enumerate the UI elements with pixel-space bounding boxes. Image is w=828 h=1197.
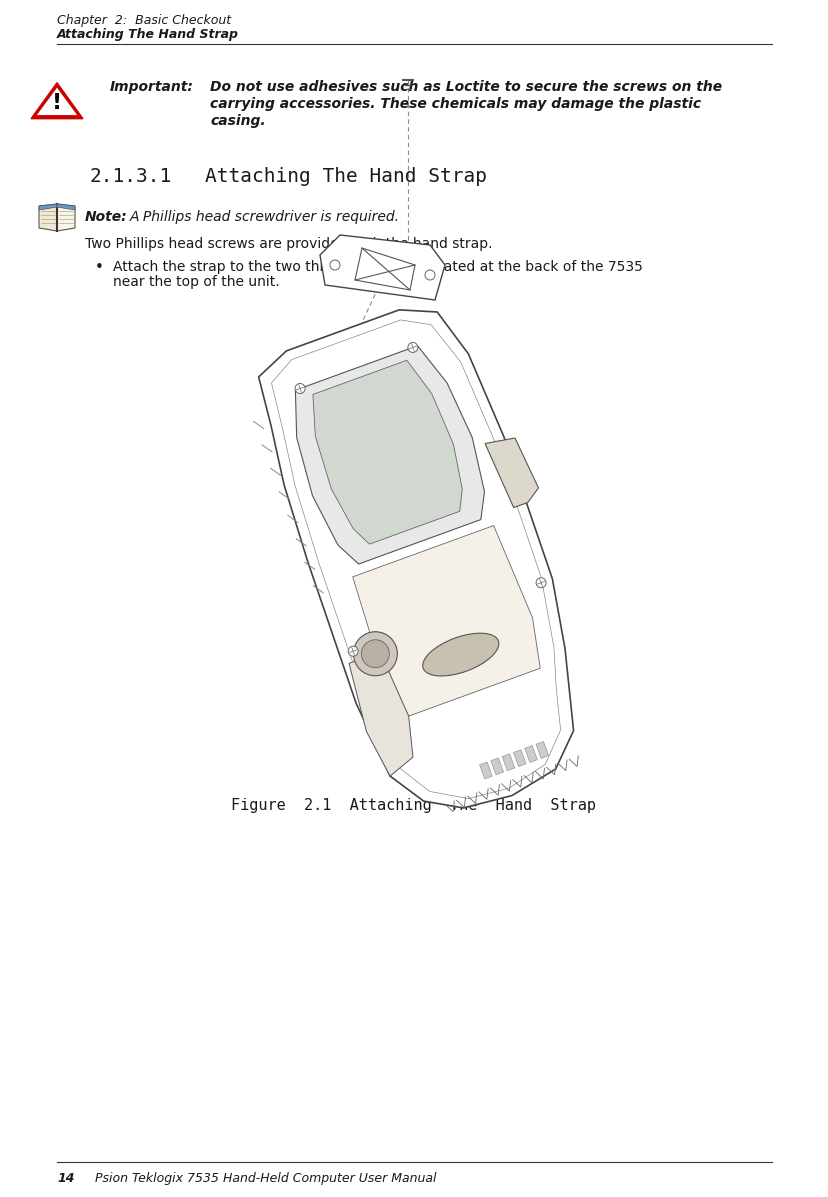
Text: casing.: casing. <box>209 114 265 128</box>
Text: 2.1.3.1: 2.1.3.1 <box>90 168 172 186</box>
Polygon shape <box>320 235 445 300</box>
Ellipse shape <box>422 633 498 676</box>
Text: Chapter  2:  Basic Checkout: Chapter 2: Basic Checkout <box>57 14 231 28</box>
Polygon shape <box>36 87 77 115</box>
Circle shape <box>407 342 417 352</box>
Circle shape <box>348 646 358 656</box>
Circle shape <box>361 639 389 668</box>
Circle shape <box>425 271 435 280</box>
Text: 14: 14 <box>57 1172 75 1185</box>
Polygon shape <box>349 652 412 776</box>
Text: •: • <box>95 260 104 275</box>
Text: Do not use adhesives such as Loctite to secure the screws on the: Do not use adhesives such as Loctite to … <box>209 80 721 95</box>
Polygon shape <box>295 346 484 564</box>
Polygon shape <box>31 83 83 119</box>
Text: !: ! <box>52 93 62 113</box>
Polygon shape <box>258 310 573 808</box>
Polygon shape <box>479 762 492 779</box>
Polygon shape <box>57 203 75 231</box>
Text: Psion Teklogix 7535 Hand-Held Computer User Manual: Psion Teklogix 7535 Hand-Held Computer U… <box>95 1172 436 1185</box>
Text: carrying accessories. These chemicals may damage the plastic: carrying accessories. These chemicals ma… <box>209 97 700 111</box>
Polygon shape <box>57 203 75 209</box>
Text: Two Phillips head screws are provided with the hand strap.: Two Phillips head screws are provided wi… <box>85 237 492 251</box>
Text: Note:: Note: <box>85 209 128 224</box>
Polygon shape <box>354 248 415 290</box>
Text: Figure  2.1  Attaching  The  Hand  Strap: Figure 2.1 Attaching The Hand Strap <box>231 798 596 813</box>
Polygon shape <box>352 525 540 716</box>
Polygon shape <box>524 746 537 762</box>
Text: Important:: Important: <box>110 80 194 95</box>
Circle shape <box>295 383 305 394</box>
Text: A Phillips head screwdriver is required.: A Phillips head screwdriver is required. <box>130 209 400 224</box>
Text: Attaching The Hand Strap: Attaching The Hand Strap <box>205 168 486 186</box>
Text: Attach the strap to the two threaded inserts located at the back of the 7535: Attach the strap to the two threaded ins… <box>113 260 642 274</box>
Polygon shape <box>536 741 548 759</box>
Polygon shape <box>490 758 503 774</box>
Polygon shape <box>312 360 462 545</box>
Circle shape <box>330 260 339 271</box>
Polygon shape <box>502 754 514 771</box>
Polygon shape <box>39 203 57 231</box>
Circle shape <box>353 632 397 676</box>
Polygon shape <box>513 749 526 766</box>
Polygon shape <box>39 203 57 209</box>
Polygon shape <box>484 438 538 508</box>
Text: Attaching The Hand Strap: Attaching The Hand Strap <box>57 28 238 41</box>
Text: near the top of the unit.: near the top of the unit. <box>113 275 279 288</box>
Circle shape <box>536 578 546 588</box>
